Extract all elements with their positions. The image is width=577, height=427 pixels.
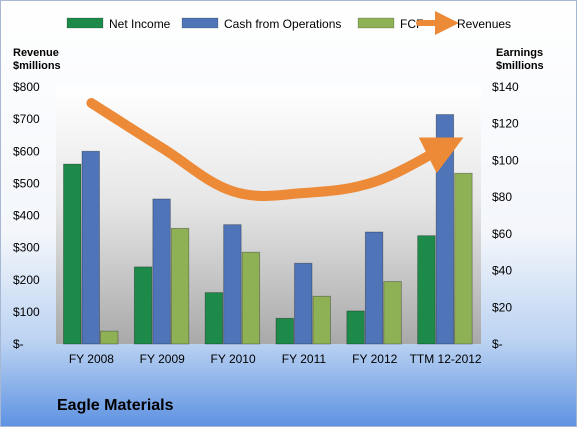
company-name: Eagle Materials xyxy=(57,397,174,414)
left-tick-label: $600 xyxy=(13,144,40,158)
right-tick-label: $60 xyxy=(492,227,512,241)
legend-swatch-1 xyxy=(181,17,219,29)
left-tick-label: $- xyxy=(13,337,24,351)
bar-cash-from-operations-2 xyxy=(223,224,242,345)
bar-fcf-5 xyxy=(454,172,473,345)
bar-net-income-4 xyxy=(346,310,365,345)
right-tick-label: $- xyxy=(492,337,503,351)
left-axis-title: Revenue $millions xyxy=(13,47,61,72)
bar-fcf-3 xyxy=(312,295,331,345)
right-tick-label: $20 xyxy=(492,300,512,314)
category-label: FY 2008 xyxy=(69,352,114,366)
bar-net-income-5 xyxy=(417,235,436,345)
bar-cash-from-operations-0 xyxy=(81,150,100,345)
bar-net-income-0 xyxy=(63,163,82,345)
right-tick-label: $140 xyxy=(492,80,519,94)
left-tick-label: $500 xyxy=(13,176,40,190)
legend-label-0: Net Income xyxy=(109,17,171,31)
legend-label-3: Revenues xyxy=(457,17,511,31)
bar-cash-from-operations-3 xyxy=(294,262,313,345)
left-tick-label: $700 xyxy=(13,112,40,126)
bar-fcf-0 xyxy=(100,330,119,345)
right-tick-label: $100 xyxy=(492,153,519,167)
legend-swatch-2 xyxy=(357,17,395,29)
category-label: FY 2011 xyxy=(282,352,327,366)
left-tick-label: $300 xyxy=(13,241,40,255)
bar-fcf-1 xyxy=(170,227,190,345)
legend-swatch-0 xyxy=(66,17,104,29)
legend-label-1: Cash from Operations xyxy=(224,17,341,31)
bar-cash-from-operations-4 xyxy=(364,231,384,345)
category-label: FY 2009 xyxy=(140,352,185,366)
category-label: FY 2010 xyxy=(211,352,256,366)
bar-fcf-2 xyxy=(241,251,261,345)
category-label: FY 2012 xyxy=(352,352,397,366)
right-tick-label: $40 xyxy=(492,264,512,278)
bar-net-income-3 xyxy=(275,317,294,345)
bar-fcf-4 xyxy=(383,281,402,345)
left-tick-label: $400 xyxy=(13,209,40,223)
bar-net-income-2 xyxy=(204,292,224,345)
revenues-line xyxy=(86,98,464,201)
bar-net-income-1 xyxy=(133,266,153,345)
left-tick-label: $200 xyxy=(13,273,40,287)
category-label: TTM 12-2012 xyxy=(410,352,482,366)
left-tick-label: $100 xyxy=(13,305,40,319)
bar-cash-from-operations-1 xyxy=(152,198,171,345)
right-tick-label: $120 xyxy=(492,117,519,131)
right-tick-label: $80 xyxy=(492,190,512,204)
right-axis-title: Earnings $millions xyxy=(496,47,544,72)
left-tick-label: $800 xyxy=(13,80,40,94)
